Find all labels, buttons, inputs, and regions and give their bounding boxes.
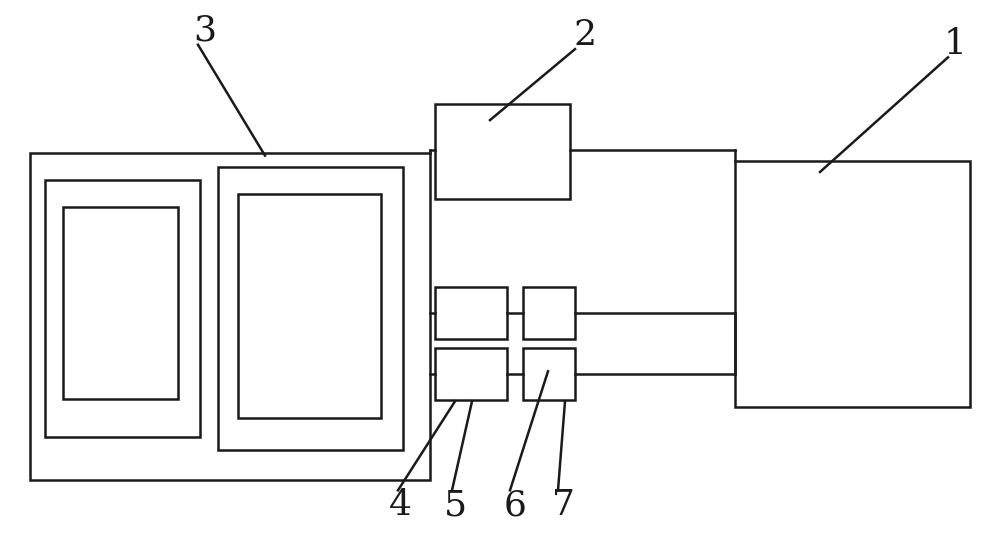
Text: 1: 1 (944, 27, 966, 61)
Text: 3: 3 (193, 13, 217, 47)
Bar (523, 348, 575, 400)
Bar (435, 348, 507, 400)
Bar (218, 167, 403, 450)
Bar (45, 180, 200, 437)
Text: 7: 7 (552, 488, 574, 522)
Bar (435, 287, 507, 339)
Bar (735, 161, 970, 407)
Bar (238, 194, 381, 418)
Bar (30, 153, 430, 480)
Bar (63, 207, 178, 399)
Text: 6: 6 (504, 488, 526, 522)
Text: 4: 4 (388, 488, 412, 522)
Bar (523, 287, 575, 339)
Text: 5: 5 (443, 488, 467, 522)
Text: 2: 2 (574, 19, 596, 52)
Bar (435, 104, 570, 199)
